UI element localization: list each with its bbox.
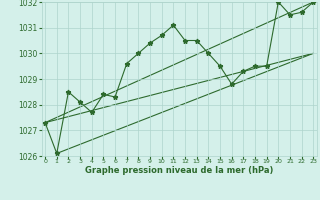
X-axis label: Graphe pression niveau de la mer (hPa): Graphe pression niveau de la mer (hPa) bbox=[85, 166, 273, 175]
